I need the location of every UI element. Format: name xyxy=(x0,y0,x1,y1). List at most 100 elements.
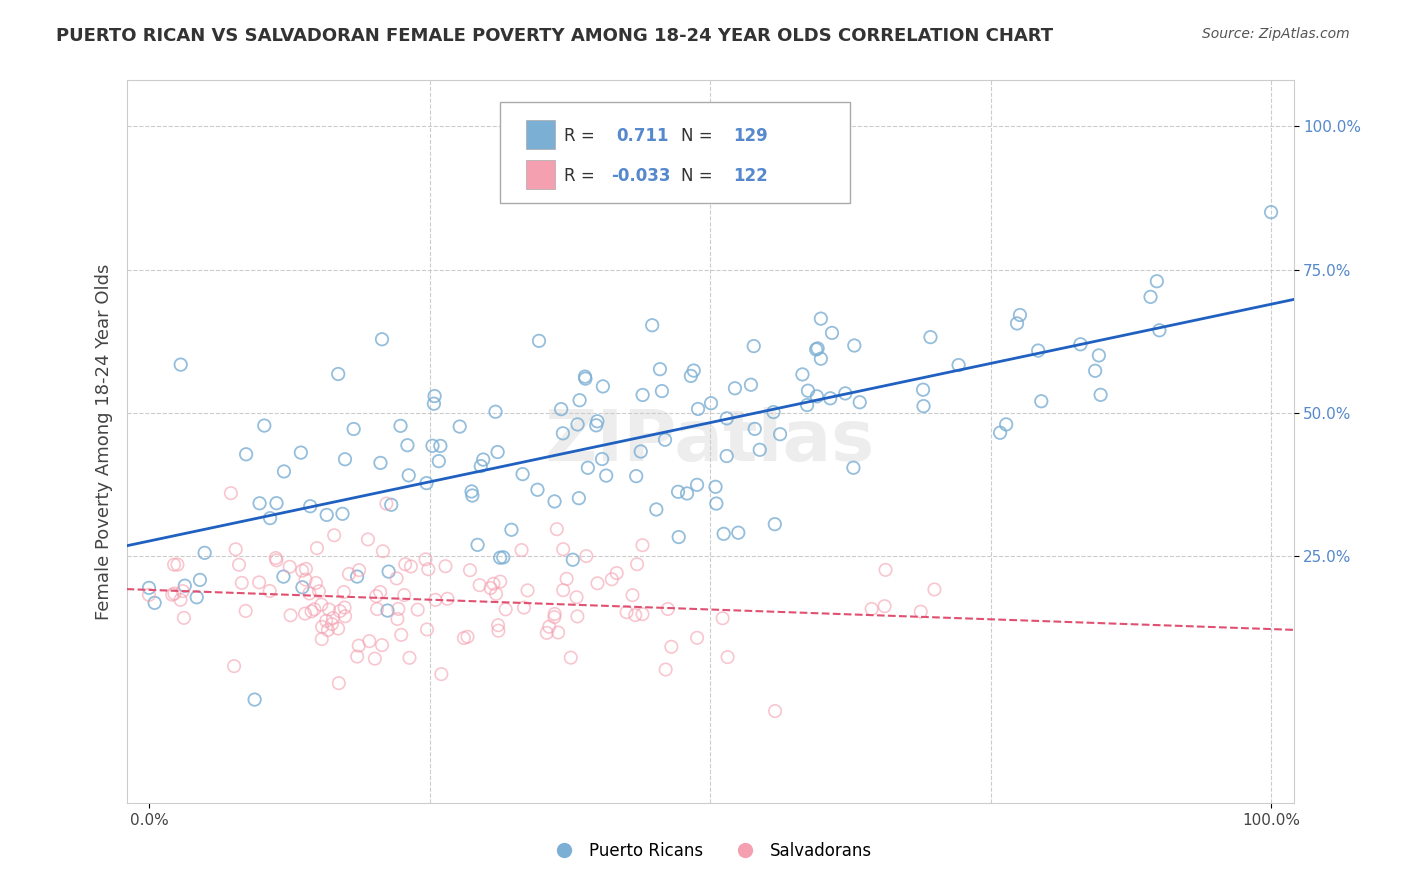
Salvadorans xyxy=(606,566,628,580)
Puerto Ricans xyxy=(1139,290,1161,304)
Point xyxy=(249,496,271,510)
Puerto Ricans xyxy=(624,469,647,483)
Point xyxy=(624,469,647,483)
Salvadorans xyxy=(547,625,569,640)
Salvadorans xyxy=(436,591,458,606)
Salvadorans xyxy=(387,612,409,626)
Point xyxy=(1008,308,1031,322)
Puerto Ricans xyxy=(333,452,356,467)
Salvadorans xyxy=(235,604,257,618)
Puerto Ricans xyxy=(1005,317,1028,331)
Point xyxy=(848,395,870,409)
Puerto Ricans xyxy=(1260,205,1282,219)
Point xyxy=(501,523,523,537)
Point xyxy=(551,426,574,441)
Point xyxy=(512,467,534,482)
Point xyxy=(769,427,792,442)
Puerto Ricans xyxy=(472,452,495,467)
FancyBboxPatch shape xyxy=(526,120,555,149)
Salvadorans xyxy=(337,566,360,581)
Puerto Ricans xyxy=(1031,394,1053,409)
Puerto Ricans xyxy=(501,523,523,537)
Puerto Ricans xyxy=(920,330,942,344)
Salvadorans xyxy=(311,632,333,646)
Point xyxy=(370,456,392,470)
Point xyxy=(995,417,1018,432)
Salvadorans xyxy=(654,663,676,677)
Puerto Ricans xyxy=(188,573,211,587)
Salvadorans xyxy=(418,562,440,576)
Point xyxy=(259,511,281,525)
Puerto Ricans xyxy=(1026,343,1049,358)
Salvadorans xyxy=(711,611,734,625)
Salvadorans xyxy=(291,564,314,578)
Salvadorans xyxy=(416,623,439,637)
Point xyxy=(415,476,437,491)
Salvadorans xyxy=(166,558,188,572)
Puerto Ricans xyxy=(804,343,827,357)
Puerto Ricans xyxy=(724,381,747,395)
Puerto Ricans xyxy=(461,489,484,503)
Puerto Ricans xyxy=(194,546,217,560)
Point xyxy=(377,565,399,579)
Puerto Ricans xyxy=(370,456,392,470)
Point xyxy=(666,484,689,499)
Puerto Ricans xyxy=(586,414,609,428)
Puerto Ricans xyxy=(807,342,830,356)
Puerto Ricans xyxy=(170,358,193,372)
Puerto Ricans xyxy=(762,405,785,419)
Salvadorans xyxy=(278,559,301,574)
Salvadorans xyxy=(328,676,350,690)
Point xyxy=(716,449,738,463)
Salvadorans xyxy=(659,640,682,654)
Salvadorans xyxy=(538,620,561,634)
Salvadorans xyxy=(489,574,512,589)
Puerto Ricans xyxy=(568,393,591,408)
Point xyxy=(173,579,195,593)
Salvadorans xyxy=(621,588,644,602)
Puerto Ricans xyxy=(423,389,446,403)
Salvadorans xyxy=(315,614,337,628)
Puerto Ricans xyxy=(415,476,437,491)
Point xyxy=(143,596,166,610)
Puerto Ricans xyxy=(806,389,828,403)
Point xyxy=(396,438,419,452)
Point xyxy=(550,402,572,417)
Salvadorans xyxy=(510,543,533,558)
Salvadorans xyxy=(222,659,245,673)
Point xyxy=(724,381,747,395)
Puerto Ricans xyxy=(651,384,673,398)
Puerto Ricans xyxy=(645,502,668,516)
Text: 0.711: 0.711 xyxy=(617,127,669,145)
Salvadorans xyxy=(219,486,242,500)
Puerto Ricans xyxy=(492,550,515,565)
Salvadorans xyxy=(485,587,508,601)
Salvadorans xyxy=(169,592,191,607)
Point xyxy=(568,393,591,408)
Salvadorans xyxy=(316,623,339,637)
Puerto Ricans xyxy=(988,425,1011,440)
Point xyxy=(645,502,668,516)
Puerto Ricans xyxy=(654,433,676,447)
Salvadorans xyxy=(333,585,356,599)
Puerto Ricans xyxy=(796,398,818,412)
Salvadorans xyxy=(359,634,381,648)
Puerto Ricans xyxy=(526,483,548,497)
Salvadorans xyxy=(626,558,648,572)
Puerto Ricans xyxy=(1090,388,1112,402)
Puerto Ricans xyxy=(727,525,749,540)
Puerto Ricans xyxy=(668,530,690,544)
Salvadorans xyxy=(280,608,302,623)
Point xyxy=(567,417,589,432)
Point xyxy=(748,442,770,457)
Point xyxy=(842,460,865,475)
Salvadorans xyxy=(468,578,491,592)
Puerto Ricans xyxy=(1008,308,1031,322)
Puerto Ricans xyxy=(567,417,589,432)
Salvadorans xyxy=(318,602,340,616)
Point xyxy=(423,397,446,411)
Salvadorans xyxy=(657,602,679,616)
Puerto Ricans xyxy=(299,500,322,514)
Point xyxy=(988,425,1011,440)
Point xyxy=(1149,323,1171,337)
